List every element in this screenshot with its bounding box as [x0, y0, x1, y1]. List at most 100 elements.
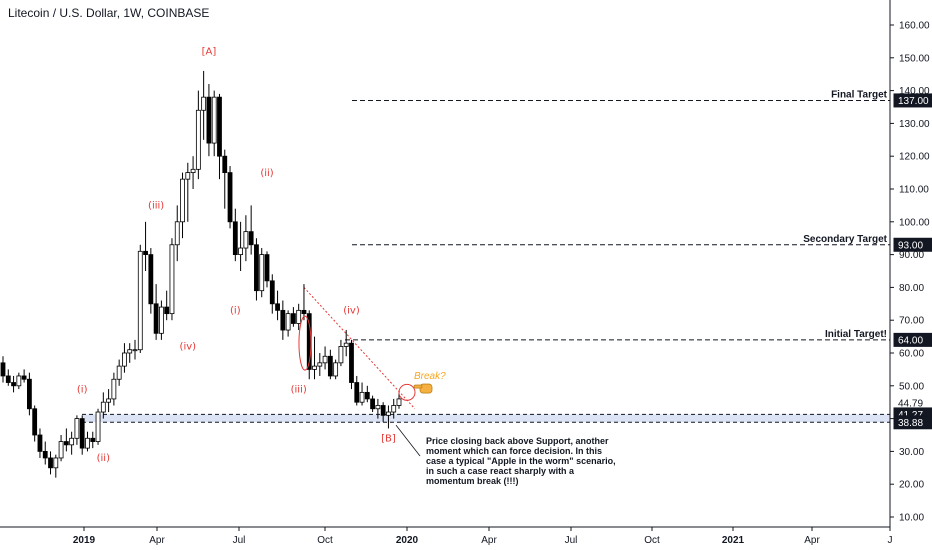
candle-body [116, 365, 122, 380]
price-tick-label: 150.00 [899, 53, 930, 64]
candle-body [5, 375, 11, 383]
price-label-text: 64.00 [898, 335, 923, 346]
wave-label: [B] [381, 434, 396, 445]
time-tick-label: Apr [149, 535, 165, 546]
candle-body [32, 408, 38, 436]
analysis-note: Price closing back above Support, anothe… [426, 436, 616, 486]
candle-body [0, 362, 6, 377]
wave-label: (i) [77, 384, 88, 395]
price-label-box [894, 396, 932, 410]
candle-body [79, 418, 85, 449]
candle-body [290, 313, 296, 324]
candle-body [349, 342, 354, 383]
price-tick-label: 50.00 [899, 381, 924, 392]
candle-body [359, 391, 365, 403]
wave-label: [A] [202, 47, 217, 58]
price-tick-label: 140.00 [899, 86, 930, 97]
price-label-box [893, 415, 932, 430]
candle-body [143, 250, 148, 256]
candle-body [169, 244, 175, 315]
wave-label: (iv) [180, 342, 197, 353]
candle-body [137, 250, 143, 351]
candle-body [164, 306, 170, 315]
wave-label: (iii) [291, 384, 307, 395]
price-label-text: 137.00 [898, 96, 929, 107]
price-label-box [893, 93, 932, 108]
time-tick-label: Apr [481, 535, 497, 546]
pointing-hand-icon [419, 383, 433, 394]
candle-body [42, 450, 48, 459]
time-tick-label: 2021 [722, 535, 745, 546]
candle-body [37, 434, 43, 452]
candle-body [185, 172, 191, 180]
candle-body [317, 362, 323, 367]
time-tick-label: Apr [804, 535, 820, 546]
wave-label: (iii) [148, 201, 164, 212]
target-label: Initial Target! [825, 329, 887, 340]
candle-body [127, 349, 133, 354]
target-label: Final Target [831, 89, 888, 100]
candle-body [21, 375, 27, 380]
candle-body [69, 437, 75, 446]
time-tick-label: Jul [565, 535, 578, 546]
note-connector [395, 424, 421, 457]
candle-body [322, 355, 328, 364]
candle-body [254, 244, 259, 292]
wave-label: (ii) [97, 453, 110, 464]
candle-body [85, 437, 90, 449]
candle-body [232, 221, 238, 256]
candle-body [217, 96, 222, 157]
candle-body [74, 418, 80, 439]
highlight-ellipse [298, 315, 312, 371]
candle-body [327, 355, 333, 377]
price-tick-label: 120.00 [899, 152, 930, 163]
candle-body [195, 109, 201, 170]
candle-body [158, 306, 164, 334]
candle-body [354, 382, 360, 403]
time-tick-label: Oct [644, 535, 660, 546]
candle-body [48, 457, 53, 469]
candle-body [100, 401, 106, 413]
chart-title: Litecoin / U.S. Dollar, 1W, COINBASE [8, 6, 210, 20]
trendline [303, 287, 416, 410]
candle-body [312, 365, 317, 370]
price-tick-label: 160.00 [899, 21, 930, 32]
price-tick-label: 110.00 [899, 185, 929, 196]
price-label-box [893, 332, 932, 347]
price-label-text: 93.00 [898, 240, 923, 251]
candle-body [264, 254, 270, 282]
candle-body [26, 378, 32, 410]
candle-body [238, 247, 244, 255]
candle-body [222, 155, 228, 173]
wave-label: (ii) [260, 168, 273, 179]
wave-label: (iv) [343, 306, 360, 317]
candle-body [243, 231, 249, 249]
candle-body [106, 398, 111, 403]
candle-body [95, 411, 101, 442]
candle-body [206, 96, 212, 144]
candle-body [122, 352, 127, 367]
price-tick-label: 100.00 [899, 217, 930, 228]
time-tick-label: J [888, 535, 893, 546]
candle-body [63, 441, 69, 446]
candle-body [396, 398, 402, 406]
time-tick-label: 2019 [73, 535, 96, 546]
price-tick-label: 80.00 [899, 283, 924, 294]
price-tick-label: 60.00 [899, 349, 924, 360]
candle-body [259, 254, 265, 292]
candle-body [180, 178, 185, 223]
price-tick-label: 130.00 [899, 119, 930, 130]
target-label: Secondary Target [803, 234, 887, 245]
candle-body [248, 231, 254, 246]
time-tick-label: Jul [233, 535, 246, 546]
candle-body [391, 405, 397, 413]
candle-body [190, 168, 196, 174]
price-tick-label: 20.00 [899, 480, 924, 491]
candle-body [58, 441, 64, 459]
candle-body [111, 378, 117, 400]
candle-body [380, 405, 386, 416]
candle-body [296, 309, 302, 324]
price-label-text: 38.88 [898, 418, 923, 429]
candle-body [275, 303, 280, 311]
